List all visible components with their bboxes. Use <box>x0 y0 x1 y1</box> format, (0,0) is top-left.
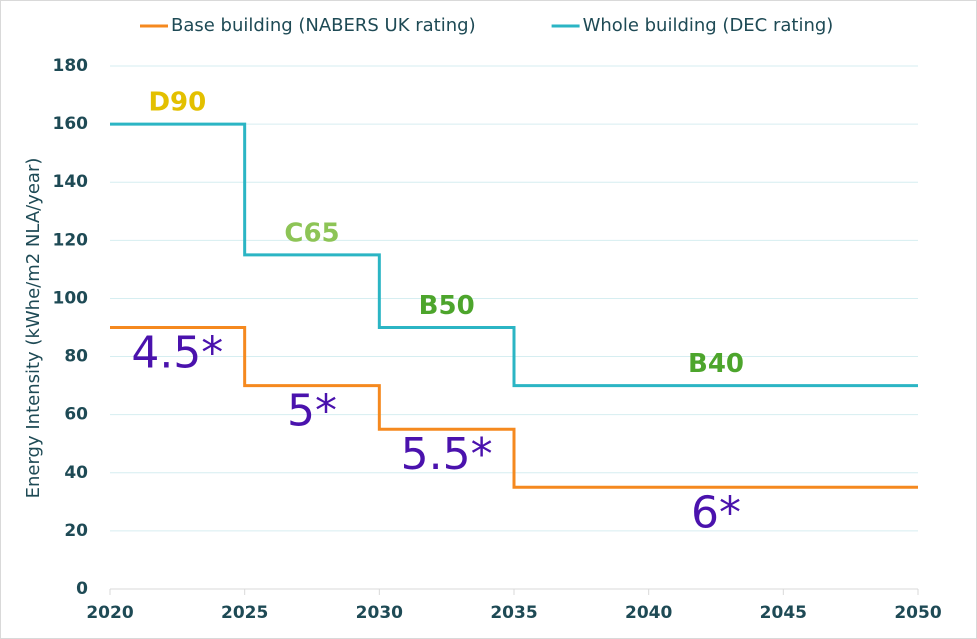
legend-label: Whole building (DEC rating) <box>583 15 834 36</box>
y-tick-label: 80 <box>64 347 88 367</box>
x-tick-label: 2050 <box>894 603 941 623</box>
segment-label: C65 <box>284 218 339 248</box>
x-tick-label: 2040 <box>625 603 672 623</box>
y-tick-label: 20 <box>64 521 88 541</box>
y-tick-label: 120 <box>53 230 89 250</box>
y-tick-label: 180 <box>53 56 89 76</box>
y-axis-label: Energy Intensity (kWhe/m2 NLA/year) <box>23 158 44 499</box>
y-tick-label: 100 <box>53 288 89 308</box>
x-tick-label: 2020 <box>86 603 133 623</box>
x-tick-label: 2045 <box>760 603 807 623</box>
y-tick-label: 60 <box>64 405 88 425</box>
y-tick-label: 160 <box>53 114 89 134</box>
segment-label: 5.5* <box>401 429 493 480</box>
step-line <box>110 326 918 489</box>
segment-label: 5* <box>287 386 337 437</box>
x-tick-label: 2035 <box>490 603 537 623</box>
segment-label: 6* <box>691 487 741 538</box>
segment-label: B50 <box>419 291 475 321</box>
segment-label: B40 <box>688 349 744 379</box>
segment-label: 4.5* <box>131 328 223 379</box>
y-tick-label: 40 <box>64 463 88 483</box>
x-tick-label: 2030 <box>356 603 403 623</box>
y-tick-label: 140 <box>53 172 89 192</box>
segment-label: D90 <box>148 88 206 118</box>
step-line <box>110 122 918 388</box>
x-tick-label: 2025 <box>221 603 268 623</box>
legend-label: Base building (NABERS UK rating) <box>171 15 476 36</box>
y-tick-label: 0 <box>76 579 88 599</box>
